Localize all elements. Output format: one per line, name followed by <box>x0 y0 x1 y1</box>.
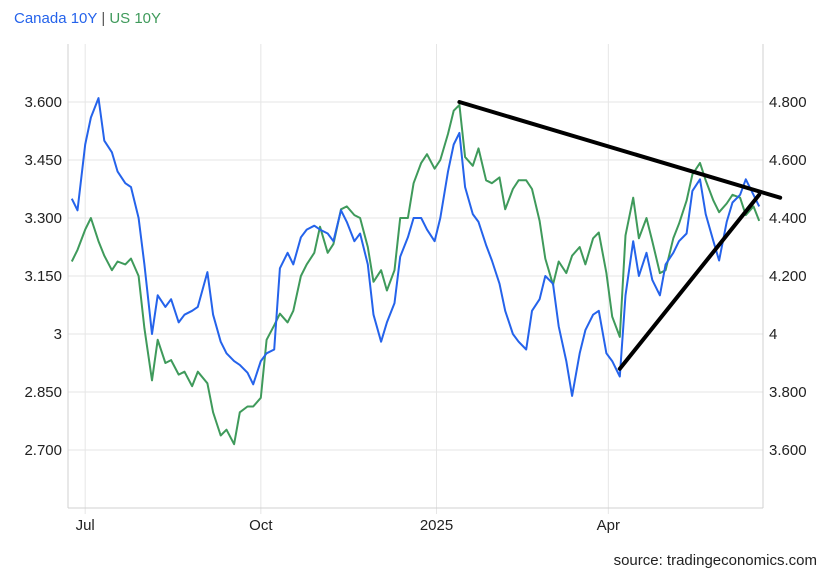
left-tick-label: 3.600 <box>24 94 62 111</box>
right-tick-label: 4.800 <box>769 94 807 111</box>
x-axis-ticks: Jul Oct 2025 Apr <box>76 517 620 534</box>
x-tick-label: Jul <box>76 517 95 534</box>
series-lines <box>70 97 761 446</box>
left-axis-ticks: 3.600 3.450 3.300 3.150 3 2.850 2.700 <box>24 94 62 459</box>
x-tick-label: 2025 <box>420 517 453 534</box>
legend-separator: | <box>101 10 106 27</box>
x-tick-label: Oct <box>249 517 273 534</box>
right-tick-label: 4 <box>769 326 777 343</box>
left-tick-label: 3.150 <box>24 268 62 285</box>
source-credit: source: tradingeconomics.com <box>613 552 817 569</box>
left-tick-label: 2.700 <box>24 442 62 459</box>
chart-legend: Canada 10Y | US 10Y <box>14 10 161 27</box>
x-tick-label: Apr <box>597 517 620 534</box>
right-tick-label: 3.800 <box>769 384 807 401</box>
right-tick-label: 3.600 <box>769 442 807 459</box>
left-tick-label: 2.850 <box>24 384 62 401</box>
ascending-trendline <box>617 192 762 371</box>
right-tick-label: 4.600 <box>769 152 807 169</box>
trendline-annotations <box>457 100 783 371</box>
legend-us-10y[interactable]: US 10Y <box>109 10 162 27</box>
right-axis-ticks: 4.800 4.600 4.400 4.200 4 3.800 3.600 <box>769 94 807 459</box>
left-tick-label: 3.450 <box>24 152 62 169</box>
left-tick-label: 3.300 <box>24 210 62 227</box>
legend-canada-10y[interactable]: Canada 10Y <box>14 10 98 27</box>
right-tick-label: 4.200 <box>769 268 807 285</box>
left-tick-label: 3 <box>54 326 62 343</box>
descending-trendline <box>457 100 783 200</box>
us-10y-line <box>70 103 761 446</box>
canada-10y-line <box>70 97 761 397</box>
right-tick-label: 4.400 <box>769 210 807 227</box>
chart-grid <box>67 44 764 514</box>
